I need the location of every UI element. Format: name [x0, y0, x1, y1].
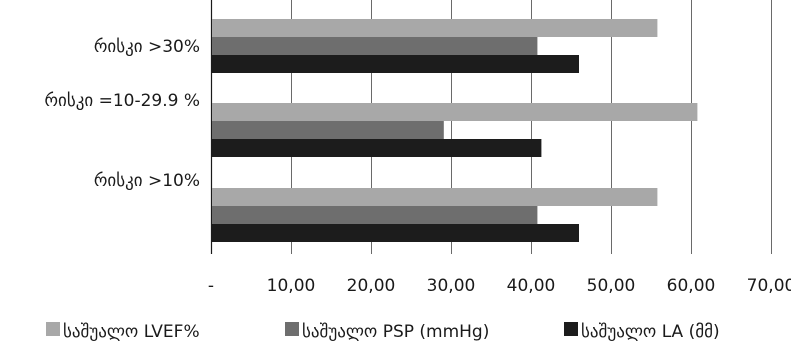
category-label: რისკი >10%: [94, 171, 200, 191]
legend-swatch: [564, 322, 578, 336]
x-tick-label: 30,00: [427, 276, 476, 296]
bar: [212, 188, 658, 206]
x-tick-label: 70,00: [747, 276, 791, 296]
x-tick-label: 40,00: [507, 276, 556, 296]
x-tick-label: -: [208, 276, 214, 296]
category-label: რისკი =10-29.9 %: [44, 91, 200, 111]
legend-swatch: [285, 322, 299, 336]
legend: საშუალო LVEF% საშუალო PSP (mmHg) საშუალო L…: [46, 322, 720, 342]
bar: [212, 103, 698, 121]
x-tick-label: 10,00: [267, 276, 316, 296]
bar: [212, 139, 542, 157]
category-labels: რისკი >30% რისკი =10-29.9 % რისკი >10%: [44, 37, 200, 191]
bar: [212, 224, 579, 242]
bar: [212, 55, 579, 73]
x-tick-label: 20,00: [347, 276, 396, 296]
legend-label: საშუალო PSP (mmHg): [302, 322, 489, 342]
bar: [212, 37, 538, 55]
bar: [212, 206, 538, 224]
legend-swatch: [46, 322, 60, 336]
legend-label: საშუალო LA (მმ): [581, 322, 720, 342]
bars: [212, 19, 698, 242]
category-label: რისკი >30%: [94, 37, 200, 57]
x-tick-label: 50,00: [587, 276, 636, 296]
bar: [212, 121, 444, 139]
x-tick-label: 60,00: [667, 276, 716, 296]
legend-label: საშუალო LVEF%: [63, 322, 200, 342]
x-tick-labels: - 10,00 20,00 30,00 40,00 50,00 60,00 70,00: [208, 276, 791, 296]
bar: [212, 19, 658, 37]
